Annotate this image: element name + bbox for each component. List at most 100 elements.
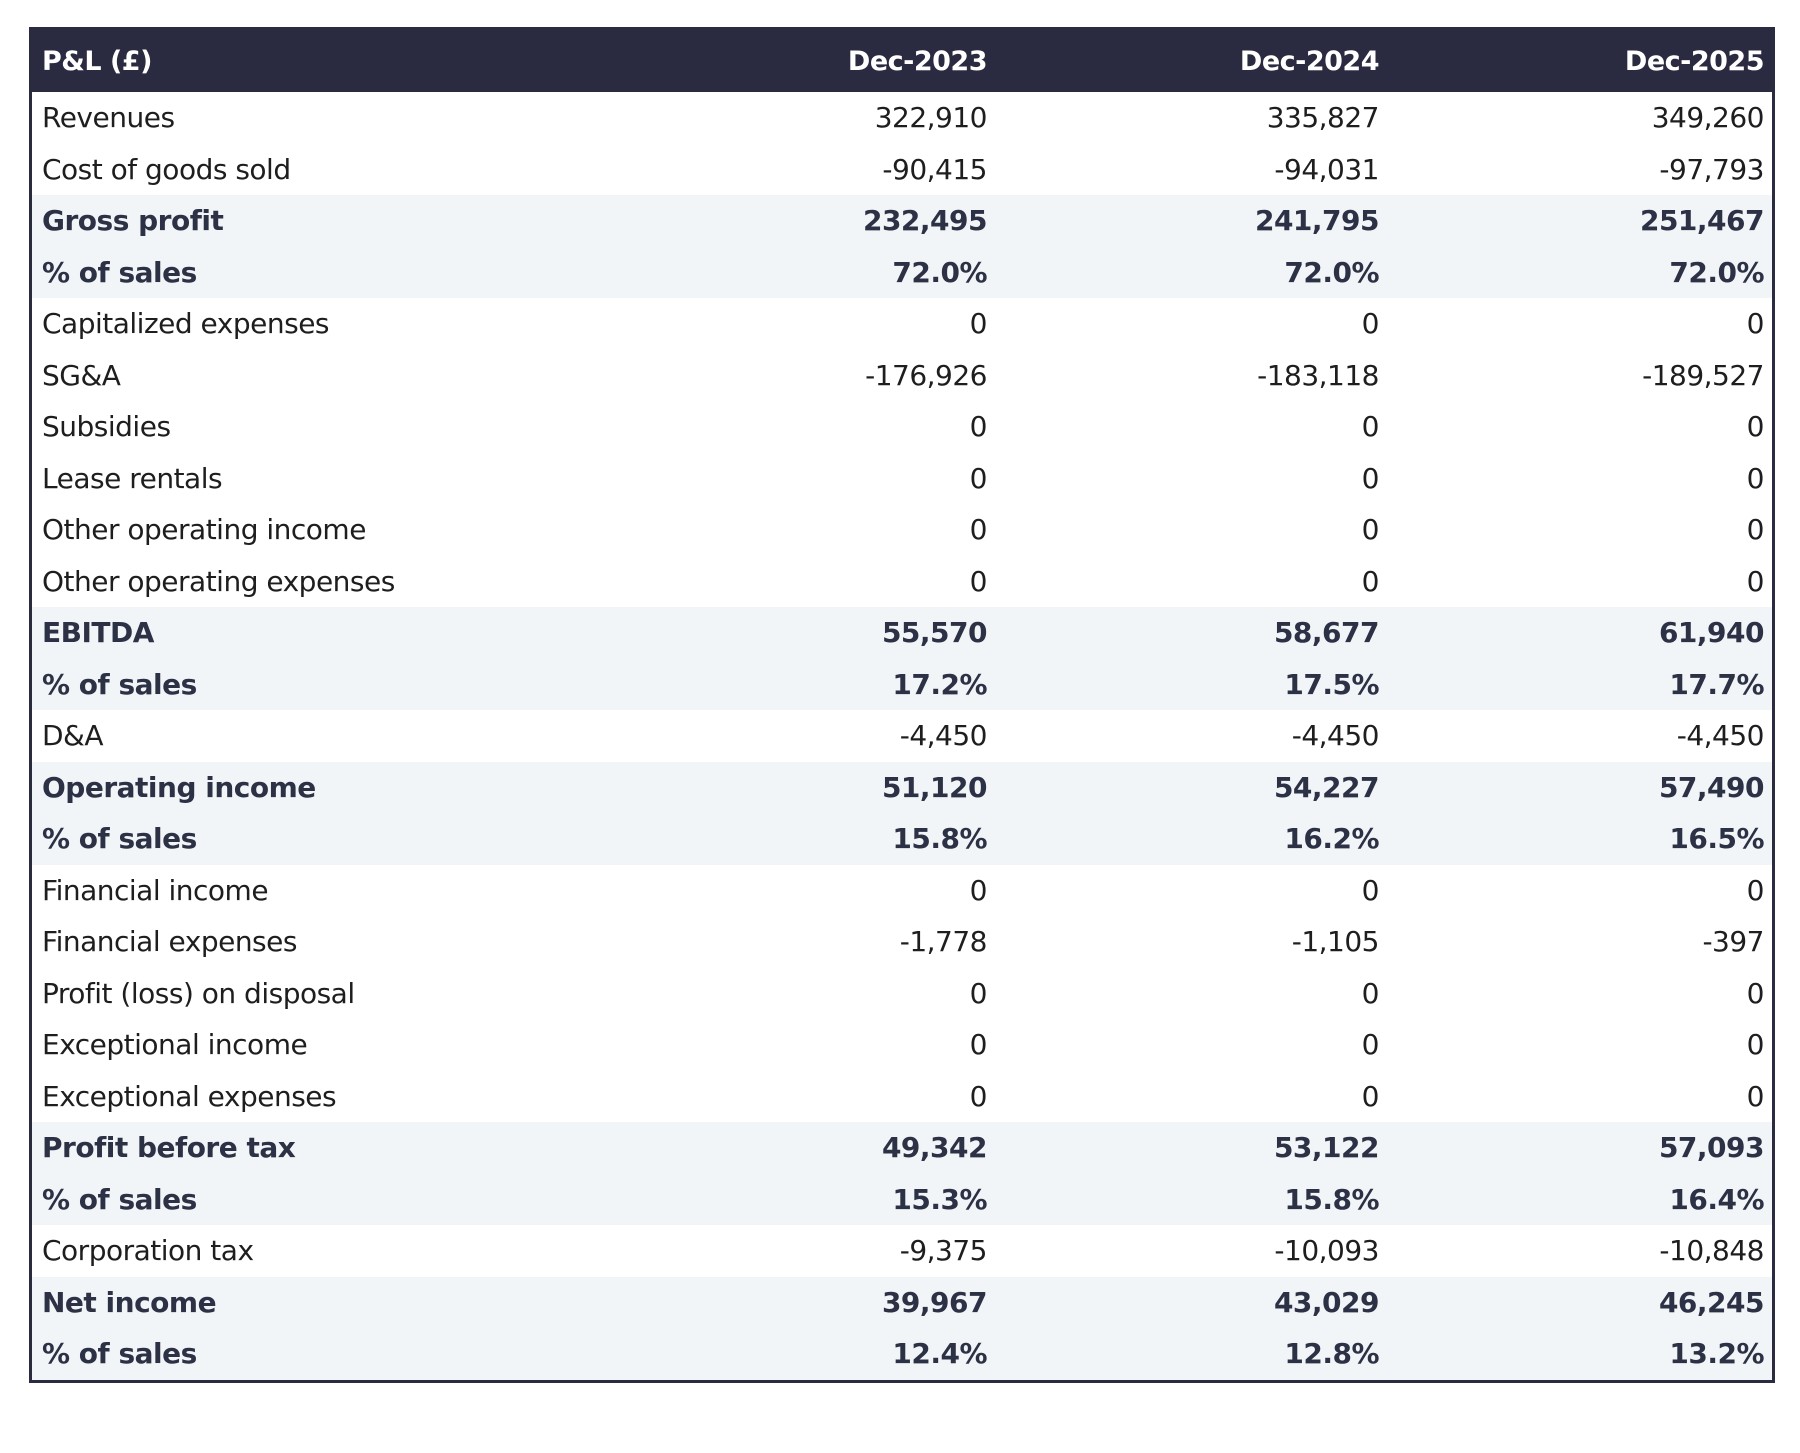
row-value: -90,415 — [882, 152, 987, 186]
row-value: 251,467 — [1639, 204, 1765, 238]
row-label: Exceptional expenses — [42, 1079, 337, 1113]
table-row: SG&A -176,926 -183,118 -189,527 — [32, 350, 1772, 402]
row-value: 0 — [1361, 564, 1380, 598]
row-value: 0 — [1361, 307, 1380, 341]
table-row: Subsidies 0 0 0 — [32, 401, 1772, 453]
row-label: Financial expenses — [42, 925, 297, 959]
row-value: 49,342 — [881, 1131, 988, 1165]
row-value: 0 — [1361, 410, 1380, 444]
row-value: 39,967 — [881, 1285, 988, 1319]
row-label: Other operating expenses — [42, 564, 395, 598]
row-value: 322,910 — [874, 101, 988, 135]
row-value: -397 — [1702, 925, 1764, 959]
table-row: D&A -4,450 -4,450 -4,450 — [32, 710, 1772, 762]
table-row: Profit before tax 49,342 53,122 57,093 — [32, 1122, 1772, 1174]
table-row: Cost of goods sold -90,415 -94,031 -97,793 — [32, 144, 1772, 196]
row-value: 0 — [969, 1028, 988, 1062]
row-value: 51,120 — [881, 770, 988, 804]
row-label: D&A — [42, 719, 104, 753]
table-header: P&L (£) Dec-2023 Dec-2024 Dec-2025 — [32, 30, 1772, 92]
row-value: 72.0% — [1669, 255, 1764, 289]
row-label: Profit before tax — [42, 1131, 296, 1165]
row-label: EBITDA — [42, 616, 154, 650]
table-row: Corporation tax -9,375 -10,093 -10,848 — [32, 1225, 1772, 1277]
header-period: Dec-2023 — [847, 45, 988, 77]
row-value: -4,450 — [899, 719, 988, 753]
table-row: Profit (loss) on disposal 0 0 0 — [32, 968, 1772, 1020]
row-value: 0 — [1361, 513, 1380, 547]
row-value: 0 — [1361, 1079, 1380, 1113]
row-label: % of sales — [42, 667, 197, 701]
table-row: Other operating income 0 0 0 — [32, 504, 1772, 556]
row-value: 15.8% — [892, 822, 987, 856]
row-label: Profit (loss) on disposal — [42, 976, 355, 1010]
table-row: Financial income 0 0 0 — [32, 865, 1772, 917]
row-label: SG&A — [42, 358, 121, 392]
row-value: 17.7% — [1669, 667, 1764, 701]
row-value: 0 — [1746, 976, 1765, 1010]
table-row: Revenues 322,910 335,827 349,260 — [32, 92, 1772, 144]
row-value: 0 — [1746, 1079, 1765, 1113]
row-value: 0 — [969, 513, 988, 547]
row-value: 0 — [969, 461, 988, 495]
row-value: 12.4% — [892, 1337, 987, 1371]
row-value: 0 — [1361, 976, 1380, 1010]
row-label: Capitalized expenses — [42, 307, 330, 341]
row-value: 54,227 — [1273, 770, 1380, 804]
row-value: 0 — [969, 873, 988, 907]
row-value: 0 — [1361, 461, 1380, 495]
table-row: EBITDA 55,570 58,677 61,940 — [32, 607, 1772, 659]
row-value: 0 — [1746, 307, 1765, 341]
row-value: -4,450 — [1676, 719, 1765, 753]
row-value: -94,031 — [1274, 152, 1379, 186]
table-row: Net income 39,967 43,029 46,245 — [32, 1276, 1772, 1328]
row-value: 0 — [1746, 1028, 1765, 1062]
row-value: 57,093 — [1658, 1131, 1765, 1165]
row-value: 0 — [1746, 564, 1765, 598]
row-value: -176,926 — [865, 358, 987, 392]
pl-table: P&L (£) Dec-2023 Dec-2024 Dec-2025 Reven… — [29, 27, 1775, 1383]
table-row: % of sales 17.2% 17.5% 17.7% — [32, 658, 1772, 710]
row-value: 0 — [1746, 873, 1765, 907]
row-value: 12.8% — [1284, 1337, 1379, 1371]
row-value: 58,677 — [1273, 616, 1380, 650]
table-row: % of sales 72.0% 72.0% 72.0% — [32, 246, 1772, 298]
row-value: 46,245 — [1658, 1285, 1765, 1319]
row-value: 232,495 — [862, 204, 988, 238]
row-value: 55,570 — [881, 616, 988, 650]
row-value: 0 — [969, 410, 988, 444]
row-value: 0 — [969, 307, 988, 341]
row-value: 16.2% — [1284, 822, 1379, 856]
row-value: 15.3% — [892, 1182, 987, 1216]
row-value: -183,118 — [1257, 358, 1379, 392]
row-value: 16.4% — [1669, 1182, 1764, 1216]
row-value: 0 — [969, 976, 988, 1010]
row-label: Corporation tax — [42, 1234, 254, 1268]
table-row: Lease rentals 0 0 0 — [32, 453, 1772, 505]
table-row: % of sales 15.3% 15.8% 16.4% — [32, 1173, 1772, 1225]
row-value: 0 — [1746, 410, 1765, 444]
row-value: 61,940 — [1658, 616, 1765, 650]
row-value: 17.5% — [1284, 667, 1379, 701]
row-label: Cost of goods sold — [42, 152, 291, 186]
row-value: 72.0% — [1284, 255, 1379, 289]
row-value: -9,375 — [899, 1234, 988, 1268]
row-value: -1,105 — [1291, 925, 1380, 959]
table-row: % of sales 15.8% 16.2% 16.5% — [32, 813, 1772, 865]
row-value: -97,793 — [1659, 152, 1764, 186]
table-row: Financial expenses -1,778 -1,105 -397 — [32, 916, 1772, 968]
row-value: -10,093 — [1274, 1234, 1379, 1268]
row-value: -10,848 — [1659, 1234, 1764, 1268]
header-period: Dec-2025 — [1624, 45, 1765, 77]
row-value: 0 — [1361, 1028, 1380, 1062]
row-value: 43,029 — [1273, 1285, 1380, 1319]
row-label: % of sales — [42, 1182, 197, 1216]
table-row: Gross profit 232,495 241,795 251,467 — [32, 195, 1772, 247]
row-label: Exceptional income — [42, 1028, 308, 1062]
row-value: 72.0% — [892, 255, 987, 289]
row-value: 17.2% — [892, 667, 987, 701]
row-value: 0 — [969, 1079, 988, 1113]
row-value: 349,260 — [1651, 101, 1765, 135]
row-value: 15.8% — [1284, 1182, 1379, 1216]
row-value: 57,490 — [1658, 770, 1765, 804]
